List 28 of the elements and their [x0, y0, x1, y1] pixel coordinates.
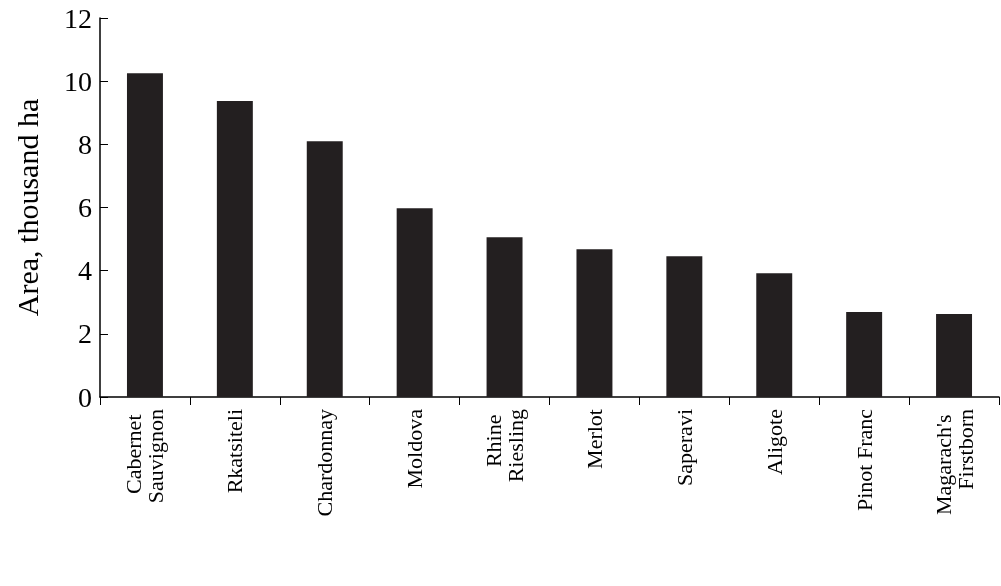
- y-tick-label: 4: [78, 255, 92, 287]
- bar: [936, 313, 973, 397]
- bar: [306, 141, 343, 397]
- bar: [486, 237, 523, 397]
- y-tick-label: 0: [78, 381, 92, 413]
- x-tick-label: Magarach's Firstborn: [930, 409, 978, 515]
- y-tick-label: 6: [78, 192, 92, 223]
- bar: [126, 73, 163, 397]
- y-tick-label: 8: [78, 128, 92, 160]
- x-tick-label: Saperavi: [671, 409, 697, 486]
- x-tick-label: Chardonnay: [312, 409, 338, 517]
- y-tick-label: 2: [78, 318, 92, 350]
- y-tick-label: 10: [64, 65, 92, 97]
- bar: [666, 256, 703, 397]
- bar: [576, 249, 613, 397]
- x-tick-label: Aligote: [761, 409, 787, 475]
- x-tick-label: Merlot: [581, 409, 607, 469]
- bar: [216, 101, 253, 397]
- x-tick-label: Pinot Franc: [851, 408, 877, 512]
- bar: [396, 208, 433, 397]
- bar: [756, 273, 793, 397]
- y-tick-label: 12: [64, 2, 92, 34]
- x-tick-label: Moldova: [402, 408, 428, 489]
- x-tick-label: Rhine Riesling: [481, 409, 529, 483]
- x-tick-label: Rkatsiteli: [222, 409, 248, 494]
- y-axis-title: Area, thousand ha: [10, 98, 44, 317]
- bar: [846, 312, 883, 397]
- x-tick-label: Cabernet Sauvignon: [121, 409, 169, 504]
